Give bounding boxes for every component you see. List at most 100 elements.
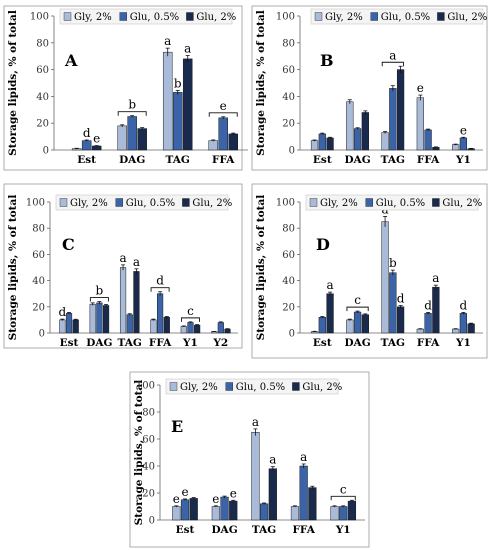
x-tick-label: Est	[60, 337, 79, 349]
legend-swatch	[432, 198, 440, 207]
y-tick-label: 100	[276, 12, 295, 23]
y-tick-label: 60	[32, 250, 45, 261]
x-tick-label: FFA	[417, 337, 440, 349]
x-tick-label: Est	[313, 337, 332, 349]
x-tick-label: TAG	[166, 154, 190, 166]
significance-bracket	[89, 297, 109, 302]
legend-swatch	[309, 198, 318, 207]
legend-entry: Glu, 2%	[192, 198, 232, 209]
y-tick-label: 100	[136, 381, 155, 392]
legend-swatch	[292, 382, 300, 391]
significance-letter: d	[397, 291, 405, 305]
legend-entry: Glu, 2%	[196, 12, 236, 23]
panel-frame	[129, 371, 370, 548]
x-tick-label: Y2	[212, 337, 228, 349]
bar-est-s1	[318, 317, 326, 334]
x-tick-label: Y1	[455, 337, 471, 349]
significance-letter: a	[389, 48, 396, 62]
legend-swatch	[63, 12, 72, 21]
panel-c: Storage lipids, % of total 0 20 40 60 80 100 Es…	[3, 183, 243, 349]
significance-letter: a	[252, 415, 259, 429]
significance-letter: a	[269, 453, 276, 467]
panel-label: A	[64, 51, 78, 70]
y-tick-label: 40	[36, 92, 49, 103]
y-tick-label: 80	[32, 224, 45, 235]
legend-swatch	[119, 12, 128, 21]
bar-tag-s2	[268, 468, 277, 521]
legend-swatch	[370, 12, 378, 21]
y-tick-label: 0	[43, 146, 49, 157]
legend: Gly, 2% Glu, 0.5% Glu, 2%	[59, 8, 236, 25]
y-tick-label: 0	[39, 329, 45, 340]
y-tick-label: 60	[142, 435, 155, 446]
bar-tag-s2	[182, 58, 193, 151]
legend-entry: Glu, 0.5%	[236, 382, 285, 393]
significance-letter: d	[424, 298, 432, 312]
significance-letter: b	[128, 98, 136, 112]
bar-ffa-s2	[308, 487, 317, 521]
y-tick-label: 20	[36, 119, 49, 130]
bar-dag-s1	[127, 116, 137, 151]
bar-ffa-s0	[416, 97, 424, 151]
bar-dag-s1	[220, 496, 229, 521]
bar-dag-s0	[346, 101, 354, 151]
bar-y2-s1	[217, 322, 224, 334]
significance-letter: a	[164, 34, 171, 48]
legend-entry: Glu, 2%	[442, 198, 482, 209]
legend-entry: Glu, 0.5%	[126, 198, 175, 209]
bar-est-s2	[189, 498, 198, 521]
bar-ffa-s1	[299, 465, 308, 521]
y-tick-label: 60	[282, 250, 295, 261]
significance-letter: d	[83, 126, 91, 140]
panel-label: B	[320, 51, 334, 70]
x-tick-label: TAG	[381, 337, 405, 349]
bar-y1-s0	[451, 328, 460, 334]
bar-dag-s1	[96, 302, 103, 334]
bar-tag-s2	[133, 271, 140, 334]
legend-swatch	[182, 198, 190, 207]
bar-est-s2	[326, 137, 334, 151]
y-tick-label: 80	[142, 408, 155, 419]
x-tick-label: DAG	[211, 524, 237, 536]
bar-y1-s1	[187, 322, 194, 334]
x-tick-label: DAG	[119, 154, 145, 166]
panel-d: Storage lipids, % of total 0 20 40 60 80 100 Es…	[251, 183, 488, 359]
significance-letter: c	[354, 293, 361, 307]
bar-ffa-s1	[424, 129, 432, 151]
bar-y1-s2	[194, 324, 201, 334]
bar-tag-s1	[172, 92, 183, 151]
y-tick-label: 100	[276, 198, 295, 209]
bar-ffa-s2	[432, 286, 440, 334]
bar-y1-s1	[459, 137, 467, 151]
significance-letter: e	[212, 492, 219, 506]
bar-est-s1	[318, 133, 326, 151]
panel-frame	[251, 183, 488, 359]
x-tick-label: DAG	[344, 337, 370, 349]
legend-entry: Glu, 0.5%	[381, 12, 430, 23]
legend-entry: Glu, 0.5%	[376, 198, 425, 209]
significance-bracket	[381, 61, 404, 67]
bar-dag-s0	[211, 506, 220, 521]
bar-est-s1	[180, 499, 190, 521]
bar-est-s0	[310, 140, 319, 151]
bar-est-s2	[72, 319, 79, 334]
bar-est-s1	[81, 140, 92, 151]
x-tick-label: Est	[77, 154, 96, 166]
legend: Gly, 2% Glu, 0.5% Glu, 2%	[55, 194, 232, 211]
y-tick-label: 60	[36, 65, 49, 76]
bar-ffa-s1	[424, 313, 432, 334]
bar-dag-s1	[353, 311, 362, 334]
legend-swatch	[365, 198, 373, 207]
legend-entry: Glu, 2%	[447, 12, 487, 23]
y-tick-label: 40	[282, 92, 295, 103]
bar-ffa-s0	[290, 506, 300, 521]
bar-tag-s2	[396, 69, 405, 151]
bar-ffa-s2	[228, 133, 238, 151]
significance-letter: a	[326, 278, 333, 292]
bar-dag-s2	[361, 112, 369, 151]
x-tick-label: Y1	[335, 524, 351, 536]
significance-letter: e	[230, 486, 237, 500]
y-tick-label: 0	[289, 146, 295, 157]
legend-swatch	[186, 12, 194, 21]
y-tick-label: 80	[282, 38, 295, 49]
